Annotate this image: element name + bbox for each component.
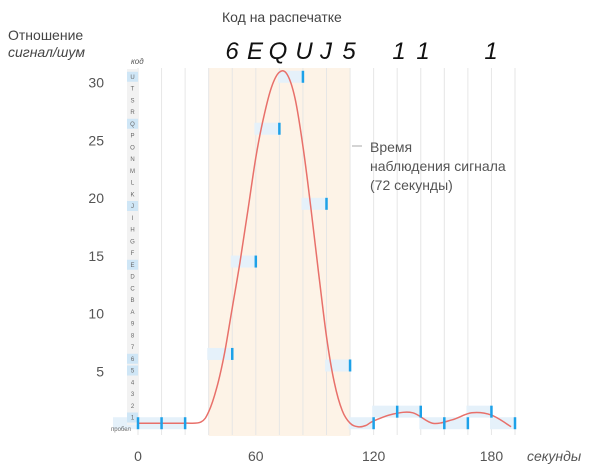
code-label: D [130, 275, 135, 281]
printed-code-char: 1 [484, 38, 497, 65]
printed-code-char: 1 [392, 38, 405, 65]
y-axis-label-line1: Отношение [8, 27, 83, 43]
signal-curve [138, 70, 512, 428]
sample-marker-layer [136, 70, 517, 430]
code-label: 5 [131, 369, 135, 375]
code-axis-label: код [131, 57, 144, 66]
code-band [254, 122, 280, 135]
code-label: A [130, 310, 134, 316]
y-tick-label: 30 [88, 75, 104, 91]
code-band [230, 255, 256, 268]
y-tick-label: 10 [88, 306, 104, 322]
printed-code-char: 5 [342, 38, 356, 65]
code-band [277, 70, 303, 83]
annotation-line3: (72 секунды) [370, 177, 453, 193]
code-label: L [131, 181, 135, 187]
code-label: B [130, 298, 134, 304]
code-strip-highlight [127, 71, 138, 82]
printed-code-char: J [319, 38, 333, 65]
code-label: C [130, 286, 135, 292]
code-label: J [131, 204, 134, 210]
code-strip-highlight [127, 259, 138, 270]
code-label: U [130, 75, 134, 81]
x-tick-label: 180 [480, 448, 504, 464]
printed-code-char: U [295, 38, 313, 65]
code-label: E [130, 263, 134, 269]
code-band [325, 359, 351, 372]
code-label: T [131, 87, 135, 93]
annotation-line2: наблюдения сигнала [370, 158, 506, 174]
code-band [301, 197, 327, 210]
code-label: 3 [131, 392, 135, 398]
code-label: K [130, 192, 134, 198]
space-label: пробел [111, 427, 131, 433]
code-label: M [130, 169, 135, 175]
y-tick-label: 15 [88, 248, 104, 264]
code-label: P [130, 134, 134, 140]
printed-code-char: 1 [416, 38, 429, 65]
code-strip-highlight [127, 118, 138, 129]
code-band-layer [113, 70, 515, 430]
code-label: S [130, 98, 134, 104]
x-tick-label: 120 [362, 448, 386, 464]
code-label: Q [130, 122, 135, 128]
code-label: 2 [131, 404, 135, 410]
y-tick-label: 5 [96, 363, 104, 379]
code-label: F [131, 251, 135, 257]
annotation-line1: Время [370, 139, 412, 155]
y-tick-label: 25 [88, 132, 104, 148]
code-label: 7 [131, 345, 135, 351]
code-label: 4 [131, 380, 135, 386]
code-label: 6 [131, 357, 135, 363]
code-strip-highlight [127, 353, 138, 364]
curve-layer [138, 70, 512, 428]
code-label: H [130, 228, 134, 234]
code-label: 1 [131, 416, 135, 422]
code-label: G [130, 239, 135, 245]
code-band [207, 347, 233, 360]
code-label: I [132, 216, 134, 222]
y-axis-label-line2: сигнал/шум [8, 44, 85, 60]
y-tick-label: 20 [88, 190, 104, 206]
code-strip-highlight [127, 365, 138, 376]
x-tick-label: 60 [248, 448, 264, 464]
code-strip-highlight [127, 201, 138, 211]
x-axis-label: секунды [527, 448, 582, 464]
code-label: 9 [131, 322, 135, 328]
code-label: O [130, 145, 135, 151]
printed-code-char: Q [269, 38, 288, 65]
code-band [466, 405, 492, 418]
chart-title: Код на распечатке [222, 9, 342, 25]
code-label: R [130, 110, 135, 116]
code-strip [127, 69, 138, 425]
code-label: N [130, 157, 134, 163]
code-strip-highlight [127, 412, 138, 423]
x-tick-label: 0 [134, 448, 142, 464]
printed-code-char: 6 [225, 38, 239, 65]
printed-code-char: E [247, 38, 264, 65]
code-label: 8 [131, 333, 135, 339]
code-band [490, 417, 515, 430]
